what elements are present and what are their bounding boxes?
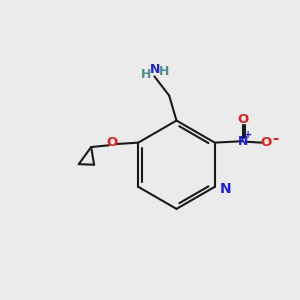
Text: O: O bbox=[237, 113, 248, 126]
Text: +: + bbox=[244, 130, 252, 140]
Text: -: - bbox=[272, 131, 278, 146]
Text: N: N bbox=[220, 182, 232, 196]
Text: O: O bbox=[261, 136, 272, 149]
Text: O: O bbox=[107, 136, 118, 149]
Text: H: H bbox=[159, 65, 169, 78]
Text: H: H bbox=[141, 68, 152, 81]
Text: N: N bbox=[150, 63, 160, 76]
Text: N: N bbox=[238, 135, 248, 148]
